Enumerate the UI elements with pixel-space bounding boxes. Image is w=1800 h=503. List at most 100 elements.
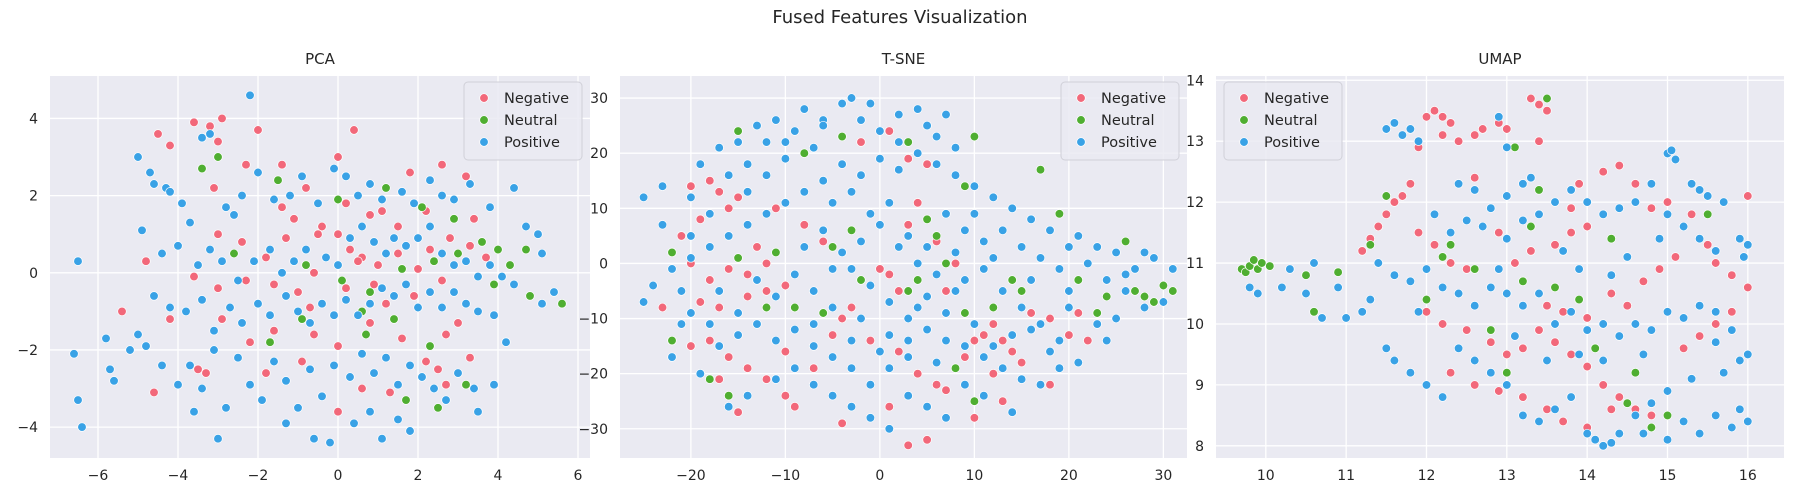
pca-x-tick-label: −2 bbox=[248, 468, 269, 484]
tsne-point-negative bbox=[686, 181, 696, 191]
pca-point-positive bbox=[177, 198, 187, 208]
tsne-point-positive bbox=[733, 330, 743, 340]
pca-point-negative bbox=[141, 256, 151, 266]
pca-point-positive bbox=[453, 368, 463, 378]
umap-point-neutral bbox=[1421, 294, 1432, 305]
pca-point-neutral bbox=[525, 291, 535, 301]
pca-point-positive bbox=[357, 349, 367, 359]
umap-point-negative bbox=[1397, 191, 1408, 201]
tsne-point-positive bbox=[1026, 275, 1036, 285]
tsne-point-positive bbox=[1083, 258, 1093, 269]
umap-legend: Negative Neutral Positive bbox=[1223, 81, 1343, 161]
tsne-point-negative bbox=[1073, 308, 1083, 318]
tsne-point-negative bbox=[884, 126, 894, 136]
pca-point-positive bbox=[209, 345, 219, 355]
tsne-point-negative bbox=[771, 203, 781, 213]
tsne-point-negative bbox=[705, 176, 715, 186]
umap-point-positive bbox=[1470, 301, 1480, 311]
tsne-point-negative bbox=[1083, 335, 1093, 346]
pca-point-negative bbox=[201, 368, 211, 378]
pca-x-tick-label: −6 bbox=[88, 468, 109, 484]
umap-point-negative bbox=[1711, 258, 1721, 268]
umap-point-positive bbox=[1502, 142, 1512, 152]
umap-point-positive bbox=[1470, 355, 1480, 366]
tsne-point-positive bbox=[950, 247, 961, 258]
umap-point-positive bbox=[1389, 355, 1400, 366]
umap-legend-label-positive: Positive bbox=[1264, 135, 1320, 151]
pca-point-positive bbox=[149, 179, 159, 189]
umap-point-negative bbox=[1526, 246, 1536, 256]
umap-y-tick-label: 11 bbox=[1186, 256, 1204, 272]
pca-point-negative bbox=[465, 241, 475, 251]
tsne-point-negative bbox=[724, 264, 734, 274]
umap-point-negative bbox=[1654, 264, 1665, 274]
umap-legend-marker-positive bbox=[1239, 137, 1249, 147]
pca-point-positive bbox=[353, 190, 363, 201]
tsne-point-negative bbox=[837, 418, 847, 428]
pca-point-positive bbox=[437, 190, 447, 201]
tsne-point-positive bbox=[724, 231, 734, 241]
tsne-point-positive bbox=[809, 380, 819, 390]
tsne-point-neutral bbox=[960, 308, 970, 318]
tsne-point-positive bbox=[1054, 264, 1065, 274]
tsne-point-positive bbox=[742, 159, 753, 169]
pca-point-neutral bbox=[557, 299, 567, 309]
tsne-point-positive bbox=[1111, 313, 1121, 324]
umap-point-negative bbox=[1478, 124, 1488, 134]
umap-point-negative bbox=[1462, 325, 1472, 335]
tsne-point-negative bbox=[903, 440, 913, 450]
tsne-point-neutral bbox=[761, 302, 772, 313]
tsne-point-negative bbox=[742, 291, 753, 302]
pca-point-positive bbox=[157, 360, 167, 371]
pca-point-positive bbox=[77, 422, 87, 432]
tsne-point-negative bbox=[903, 220, 913, 230]
tsne-point-positive bbox=[922, 242, 932, 252]
umap-point-negative bbox=[1470, 130, 1480, 140]
tsne-legend-marker-negative bbox=[1076, 93, 1086, 103]
pca-point-positive bbox=[125, 345, 135, 355]
pca-point-positive bbox=[137, 225, 147, 235]
umap-point-neutral bbox=[1542, 93, 1552, 104]
pca-point-positive bbox=[329, 360, 339, 371]
umap-point-positive bbox=[1413, 136, 1424, 146]
tsne-point-positive bbox=[1045, 225, 1055, 235]
pca-point-negative bbox=[409, 291, 419, 301]
pca-point-neutral bbox=[429, 256, 439, 266]
tsne-point-negative bbox=[1026, 308, 1036, 318]
umap-point-negative bbox=[1502, 349, 1512, 360]
umap-point-positive bbox=[1711, 307, 1721, 317]
umap-point-negative bbox=[1437, 112, 1448, 122]
pca-point-positive bbox=[425, 175, 435, 185]
tsne-point-positive bbox=[1120, 269, 1131, 280]
umap-point-neutral bbox=[1470, 264, 1480, 274]
pca-y-tick-label: 0 bbox=[29, 266, 38, 282]
tsne-point-neutral bbox=[733, 253, 743, 263]
umap-point-neutral bbox=[1510, 142, 1520, 152]
pca-legend-box bbox=[463, 81, 583, 161]
pca-point-positive bbox=[309, 434, 319, 444]
pca-point-positive bbox=[305, 364, 315, 374]
pca-point-positive bbox=[189, 407, 199, 417]
umap-point-positive bbox=[1301, 288, 1311, 299]
tsne-point-positive bbox=[724, 170, 734, 180]
pca-point-negative bbox=[189, 271, 199, 282]
tsne-point-negative bbox=[809, 363, 819, 373]
umap-point-positive bbox=[1598, 209, 1608, 219]
tsne-point-positive bbox=[875, 126, 885, 136]
tsne-point-positive bbox=[913, 258, 923, 269]
pca-point-neutral bbox=[477, 237, 487, 247]
umap-point-positive bbox=[1646, 179, 1657, 189]
tsne-point-neutral bbox=[846, 225, 857, 235]
pca-point-positive bbox=[377, 283, 387, 293]
umap-legend-box bbox=[1223, 81, 1343, 161]
pca-point-positive bbox=[341, 295, 351, 305]
tsne-point-neutral bbox=[1092, 308, 1102, 318]
tsne-legend: Negative Neutral Positive bbox=[1060, 81, 1180, 161]
pca-point-positive bbox=[377, 434, 387, 444]
pca-point-positive bbox=[409, 198, 419, 208]
umap-point-neutral bbox=[1703, 209, 1713, 219]
umap-point-negative bbox=[1727, 270, 1737, 280]
pca-point-negative bbox=[425, 244, 435, 255]
umap-point-negative bbox=[1518, 343, 1528, 353]
tsne-point-negative bbox=[1016, 357, 1027, 368]
